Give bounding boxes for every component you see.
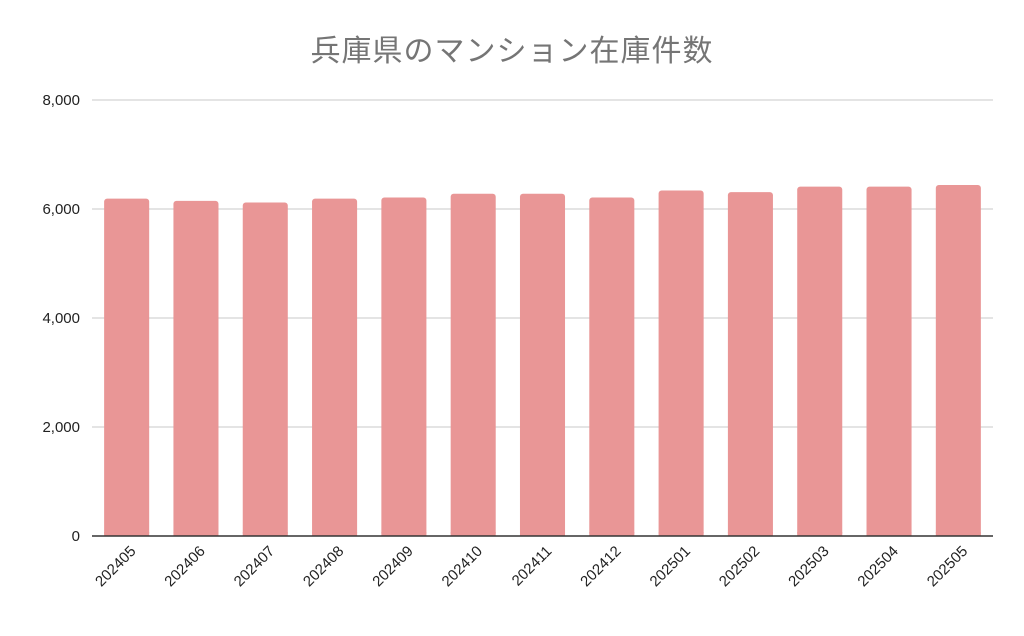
bar [727, 192, 773, 537]
bar-base [519, 532, 566, 536]
x-tick-label: 202503 [785, 543, 832, 590]
y-tick-label: 2,000 [42, 419, 80, 436]
bar [173, 200, 219, 536]
x-tick-label: 202408 [300, 543, 347, 590]
bar [450, 193, 496, 537]
bar-base [797, 532, 843, 536]
bar [381, 197, 427, 536]
bar [935, 185, 981, 536]
x-tick-label: 202411 [509, 543, 556, 590]
y-tick-label: 4,000 [42, 310, 80, 327]
x-tick-label: 202405 [92, 543, 139, 590]
x-tick-label: 202407 [231, 543, 278, 590]
bar [312, 198, 358, 536]
x-tick-label: 202501 [647, 543, 694, 590]
y-tick-label: 0 [72, 528, 80, 545]
bar-base [866, 532, 912, 536]
bar [104, 198, 150, 536]
x-tick-label: 202412 [577, 543, 624, 590]
bar [658, 190, 704, 536]
x-tick-label: 202410 [439, 543, 486, 590]
chart-title: 兵庫県のマンション在庫件数 [310, 34, 714, 69]
bar [797, 186, 843, 536]
bar-base [450, 532, 496, 536]
bar-base [242, 532, 288, 536]
x-tick-label: 202409 [369, 543, 416, 590]
bar-base [658, 532, 704, 536]
y-tick-label: 6,000 [42, 201, 80, 218]
y-tick-label: 8,000 [42, 92, 80, 109]
bar-base [312, 532, 358, 536]
bar-base [935, 532, 981, 536]
bar [866, 186, 912, 536]
bar-base [173, 532, 219, 536]
bar [242, 202, 288, 536]
x-tick-label: 202505 [924, 543, 971, 590]
bar-base [104, 532, 150, 536]
x-tick-label: 202502 [716, 543, 763, 590]
bar-base [381, 532, 427, 536]
x-tick-label: 202504 [854, 543, 901, 590]
bar-base [727, 532, 773, 536]
x-tick-label: 202406 [161, 543, 208, 590]
bar [519, 193, 566, 537]
bar-base [589, 532, 635, 536]
bar [589, 197, 635, 536]
